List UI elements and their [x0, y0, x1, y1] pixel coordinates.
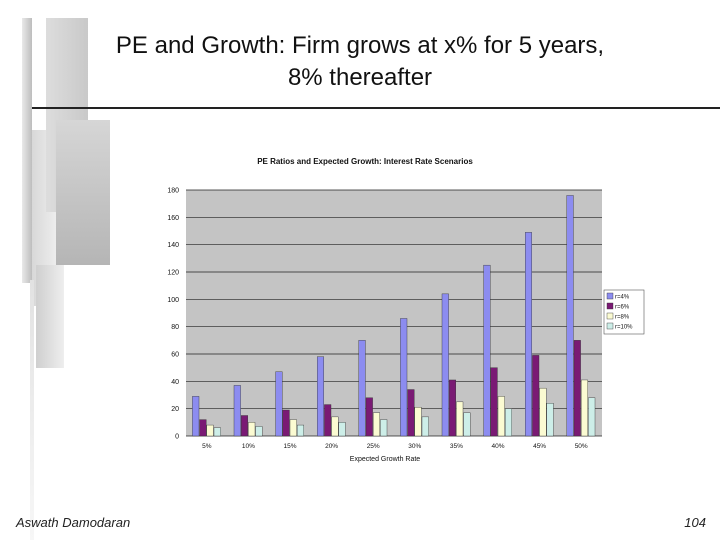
bar-r10-5pct — [213, 427, 221, 437]
y-tick-label: 120 — [167, 270, 179, 277]
bar-r4-35pct — [441, 293, 449, 437]
x-tick-label: 50% — [575, 443, 588, 450]
y-tick-label: 160 — [167, 215, 179, 222]
bar-r8-45pct — [539, 387, 547, 437]
bar-r4-50pct — [566, 195, 574, 437]
bar-r6-5pct — [199, 419, 207, 437]
bar-r6-35pct — [449, 379, 457, 437]
legend-label: r=4% — [615, 295, 630, 301]
bar-r4-25pct — [358, 340, 366, 437]
legend-label: r=8% — [615, 315, 630, 321]
x-tick-label: 35% — [450, 443, 463, 450]
x-tick-label: 45% — [533, 443, 546, 450]
legend-swatch — [606, 322, 614, 330]
y-tick-label: 140 — [167, 242, 179, 249]
chart-title: PE Ratios and Expected Growth: Interest … — [257, 157, 473, 166]
bar-r4-45pct — [525, 232, 533, 437]
bar-r6-50pct — [573, 340, 581, 437]
title-underline — [32, 107, 720, 109]
bar-r10-30pct — [421, 416, 429, 437]
bar-r4-20pct — [317, 356, 325, 437]
bar-r6-45pct — [532, 355, 540, 437]
bar-r4-5pct — [192, 396, 200, 437]
y-tick-label: 60 — [171, 352, 179, 359]
bar-r6-20pct — [324, 404, 332, 437]
x-axis-label: Expected Growth Rate — [350, 456, 421, 463]
bar-r10-10pct — [255, 426, 263, 437]
bar-r8-20pct — [331, 416, 339, 437]
slide-title: PE and Growth: Firm grows at x% for 5 ye… — [40, 30, 680, 94]
legend-swatch — [606, 312, 614, 320]
bar-r10-25pct — [380, 419, 388, 437]
bar-r6-40pct — [490, 367, 498, 437]
bar-r10-40pct — [505, 408, 513, 437]
bar-r6-25pct — [365, 397, 373, 437]
bar-r4-10pct — [233, 385, 241, 437]
slide-title-line2: 8% thereafter — [287, 64, 433, 91]
x-tick-label: 15% — [283, 443, 296, 450]
slide-title-line1: PE and Growth: Firm grows at x% for 5 ye… — [115, 32, 605, 59]
bar-r8-30pct — [414, 407, 422, 437]
bar-r4-30pct — [400, 318, 408, 437]
bar-r4-40pct — [483, 264, 491, 437]
bar-r8-40pct — [497, 396, 505, 437]
bar-r6-10pct — [240, 415, 248, 437]
y-tick-label: 180 — [167, 188, 179, 195]
bars — [192, 195, 596, 437]
y-tick-label: 40 — [171, 379, 179, 386]
legend-swatch — [606, 302, 614, 310]
legend-label: r=10% — [615, 325, 633, 331]
x-tick-label: 25% — [367, 443, 380, 450]
x-tick-label: 20% — [325, 443, 338, 450]
bar-r10-15pct — [297, 424, 305, 437]
bar-r8-15pct — [289, 419, 297, 437]
y-tick-label: 100 — [167, 297, 179, 304]
legend-swatch — [606, 292, 614, 300]
footer-author: Aswath Damodaran — [16, 515, 131, 530]
bar-r8-35pct — [456, 401, 464, 437]
bar-r8-50pct — [581, 379, 589, 437]
legend: r=4% r=6% r=8% r=10% — [603, 289, 645, 335]
bar-r6-30pct — [407, 389, 415, 437]
bar-r10-50pct — [588, 397, 596, 437]
bar-r4-15pct — [275, 371, 283, 437]
bar-r8-5pct — [206, 424, 214, 437]
bar-r10-20pct — [338, 422, 346, 437]
x-tick-label: 10% — [242, 443, 255, 450]
y-tick-label: 80 — [171, 324, 179, 331]
x-tick-label: 5% — [202, 443, 212, 450]
decorative-bar — [36, 265, 64, 368]
decorative-bar — [30, 280, 34, 540]
x-tick-label: 30% — [408, 443, 421, 450]
bar-r10-35pct — [463, 412, 471, 437]
legend-label: r=6% — [615, 305, 630, 311]
bar-r8-10pct — [248, 422, 256, 437]
x-axis-ticks: 5% 10% 15% 20% 25% 30% 35% 40% 45% 50% — [202, 443, 588, 450]
y-axis-ticks: 0 20 40 60 80 100 120 140 160 180 — [167, 188, 179, 441]
page-number: 104 — [684, 515, 706, 530]
bar-r6-15pct — [282, 409, 290, 437]
bar-r10-45pct — [546, 403, 554, 437]
x-tick-label: 40% — [491, 443, 504, 450]
y-tick-label: 20 — [171, 406, 179, 413]
y-tick-label: 0 — [175, 434, 179, 441]
decorative-bar — [22, 18, 32, 283]
decorative-bar — [56, 120, 110, 265]
bar-r8-25pct — [373, 412, 381, 437]
